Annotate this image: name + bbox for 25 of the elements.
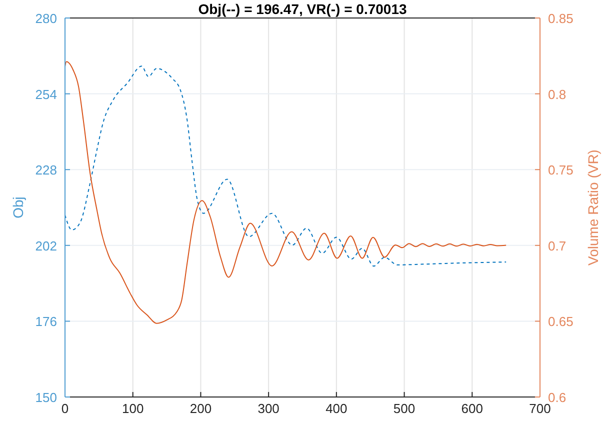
y2-tick-label: 0.65 <box>548 314 574 330</box>
y2-tick-label: 0.7 <box>548 238 566 254</box>
line-series <box>64 66 507 267</box>
y-axis-title: Obj <box>10 196 26 218</box>
line-series <box>64 61 507 324</box>
y2-axis-title: Volume Ratio (VR) <box>585 150 601 266</box>
x-tick-label: 200 <box>190 401 212 416</box>
y-tick-label: 150 <box>35 390 57 405</box>
x-tick-label: 400 <box>326 401 348 416</box>
x-tick-label: 0 <box>61 401 69 416</box>
x-tick-label: 700 <box>529 401 551 416</box>
y2-tick-label: 0.85 <box>548 11 574 26</box>
y2-tick-label: 0.8 <box>548 86 566 102</box>
chart-title: Obj(--) = 196.47, VR(-) = 0.70013 <box>198 1 407 17</box>
x-tick-label: 500 <box>393 401 416 416</box>
x-tick-label: 100 <box>122 401 144 416</box>
y2-tick-label: 0.75 <box>548 162 574 178</box>
y-tick-label: 254 <box>35 86 57 102</box>
y-tick-label: 280 <box>35 11 57 26</box>
x-tick-label: 600 <box>461 401 483 416</box>
y2-tick-label: 0.6 <box>548 390 566 405</box>
x-tick-label: 300 <box>258 401 280 416</box>
y-tick-label: 176 <box>35 314 57 330</box>
y-tick-label: 202 <box>35 238 57 254</box>
y-tick-label: 228 <box>35 162 57 178</box>
